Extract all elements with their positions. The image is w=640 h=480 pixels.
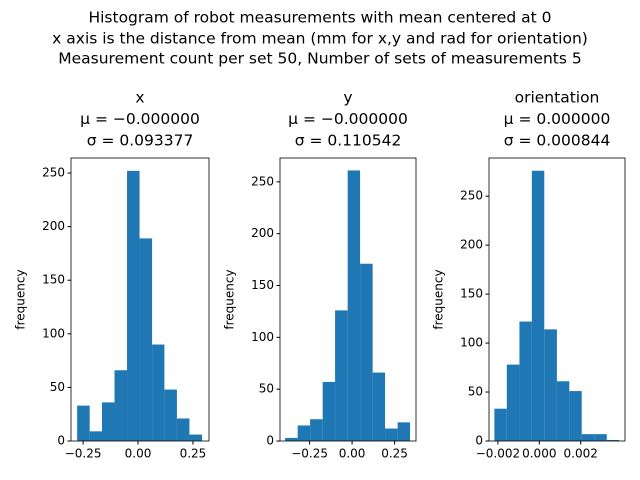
bar xyxy=(556,381,570,441)
bar xyxy=(531,170,545,441)
x-tick-label: 0.00 xyxy=(339,447,366,461)
bar xyxy=(606,440,620,441)
y-tick-label: 200 xyxy=(460,238,483,252)
y-tick-label: 150 xyxy=(251,278,274,292)
bar xyxy=(581,434,595,441)
subplot-title: σ = 0.000844 xyxy=(504,132,611,150)
bar xyxy=(506,364,520,441)
x-tick-label: 0.25 xyxy=(381,447,408,461)
y-axis-label: frequency xyxy=(223,269,237,329)
subplot-title: σ = 0.093377 xyxy=(87,132,194,150)
y-tick-label: 100 xyxy=(251,330,274,344)
y-tick-label: 0 xyxy=(475,434,483,448)
axes-frame xyxy=(70,157,210,442)
y-tick-label: 50 xyxy=(50,380,65,394)
bar xyxy=(101,402,115,441)
subplot-title: x xyxy=(135,89,144,107)
x-tick-label: −0.002 xyxy=(476,447,520,461)
y-tick-label: 50 xyxy=(468,385,483,399)
y-tick-label: 200 xyxy=(42,219,65,233)
subplot-title: μ = 0.000000 xyxy=(504,110,611,128)
x-tick-label: 0.00 xyxy=(125,447,152,461)
subplot-title: μ = −0.000000 xyxy=(80,110,200,128)
bar xyxy=(544,329,557,441)
bar xyxy=(594,434,607,441)
y-tick-label: 150 xyxy=(460,287,483,301)
y-tick-label: 100 xyxy=(460,336,483,350)
axes-frame xyxy=(488,157,626,442)
bar xyxy=(372,372,386,441)
y-tick-label: 0 xyxy=(266,434,274,448)
bar xyxy=(176,418,190,441)
subplot-title: σ = 0.110542 xyxy=(295,132,402,150)
x-tick-label: 0.25 xyxy=(180,447,207,461)
bar xyxy=(114,370,128,441)
bar xyxy=(89,431,102,441)
bar xyxy=(77,405,90,441)
bar xyxy=(139,238,153,441)
bar xyxy=(397,422,411,441)
bar xyxy=(189,434,202,441)
subplot-title: orientation xyxy=(515,89,600,107)
x-tick-label: −0.25 xyxy=(291,447,328,461)
y-tick-label: 100 xyxy=(42,326,65,340)
bar xyxy=(152,344,165,441)
axes-frame xyxy=(279,157,417,442)
bar xyxy=(335,310,348,441)
bar xyxy=(494,408,507,441)
y-tick-label: 200 xyxy=(251,226,274,240)
x-tick-label: 0.000 xyxy=(522,447,556,461)
y-axis-label: frequency xyxy=(432,269,446,329)
bar xyxy=(569,391,582,441)
bar xyxy=(519,321,532,441)
bar xyxy=(360,263,373,441)
suptitle-line: Measurement count per set 50, Number of … xyxy=(58,50,581,68)
bar xyxy=(127,170,140,441)
bar xyxy=(310,419,323,441)
y-tick-label: 250 xyxy=(460,189,483,203)
y-tick-label: 250 xyxy=(251,174,274,188)
suptitle-line: Histogram of robot measurements with mea… xyxy=(88,9,551,27)
bar xyxy=(285,437,298,441)
subplot-title: μ = −0.000000 xyxy=(288,110,408,128)
x-tick-label: −0.25 xyxy=(65,447,102,461)
y-tick-label: 250 xyxy=(42,166,65,180)
bar xyxy=(297,425,311,441)
bar xyxy=(164,389,177,441)
bar xyxy=(385,428,398,441)
x-tick-label: 0.002 xyxy=(564,447,598,461)
bar xyxy=(322,381,336,441)
y-tick-label: 50 xyxy=(259,382,274,396)
y-axis-label: frequency xyxy=(14,269,28,329)
y-tick-label: 150 xyxy=(42,273,65,287)
bar xyxy=(347,170,361,441)
suptitle-line: x axis is the distance from mean (mm for… xyxy=(52,30,588,48)
y-tick-label: 0 xyxy=(57,434,65,448)
subplot-title: y xyxy=(343,89,352,107)
